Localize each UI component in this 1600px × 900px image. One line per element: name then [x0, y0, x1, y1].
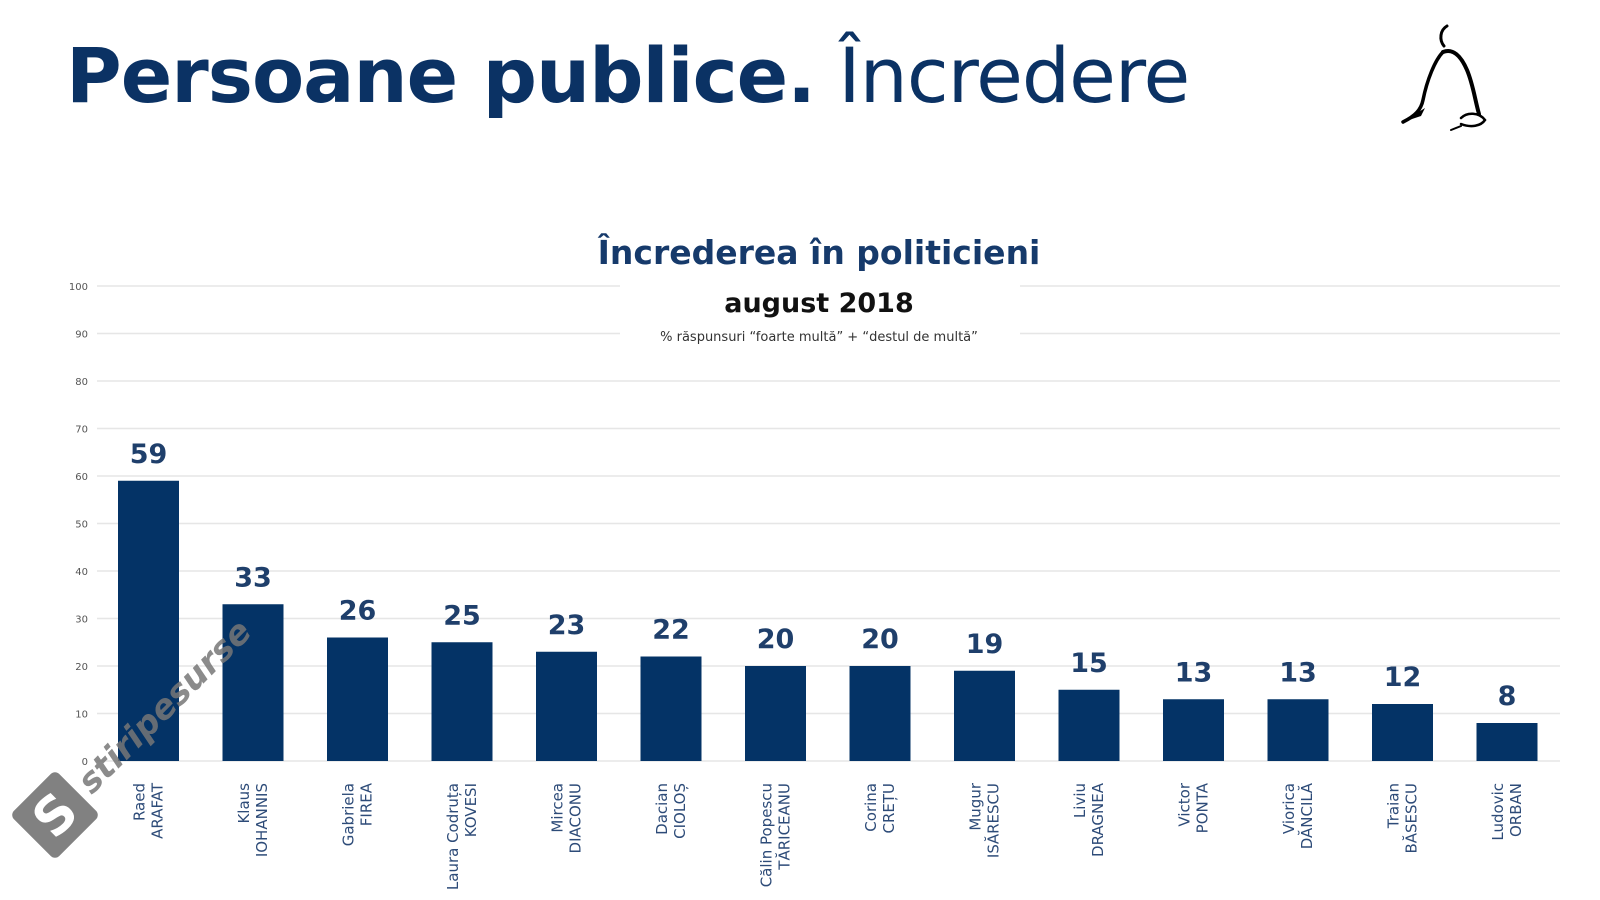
category-first-name: Corina: [862, 783, 880, 832]
value-label: 25: [443, 600, 481, 631]
bar: [1058, 689, 1120, 761]
bar: [222, 604, 284, 761]
category-first-name: Laura Codruța: [444, 783, 462, 890]
bar: [745, 666, 806, 761]
category-label: Viorica DĂNCILĂ: [1280, 782, 1316, 849]
category-label: Corina CREȚU: [862, 783, 898, 834]
category-labels: Raed ARAFAT Klaus IOHANNIS Gabriela FIREA Laur…: [131, 782, 1526, 890]
bar: [536, 651, 597, 761]
slide-title: Persoane publice. Încredere: [66, 38, 1190, 114]
category-first-name: Mircea: [549, 783, 567, 833]
category-last-name: DRAGNEA: [1089, 782, 1107, 857]
category-label: Mircea DIACONU: [549, 783, 585, 853]
value-labels: 59 33 26 25 23 22 20 20 19 15 13 13 12 8: [130, 439, 1517, 712]
value-label: 26: [339, 596, 377, 627]
category-last-name: ORBAN: [1507, 783, 1525, 837]
category-first-name: Viorica: [1280, 783, 1298, 834]
y-tick-label: 90: [75, 330, 88, 341]
category-label: Traian BĂSESCU: [1385, 783, 1421, 854]
y-tick-label: 10: [75, 710, 88, 721]
y-tick-label: 20: [75, 662, 88, 673]
value-label: 33: [234, 562, 272, 593]
bar: [1163, 699, 1224, 761]
category-first-name: Gabriela: [340, 783, 358, 846]
bar: [431, 642, 493, 761]
bars: [118, 480, 1538, 761]
category-last-name: BĂSESCU: [1402, 783, 1421, 854]
value-label: 19: [966, 629, 1004, 660]
y-tick-label: 100: [69, 282, 88, 293]
y-axis-ticks: 0 10 20 30 40 50 60 70 80 90 100: [69, 282, 88, 768]
y-tick-label: 40: [75, 567, 88, 578]
value-label: 23: [548, 610, 586, 641]
y-tick-label: 30: [75, 615, 88, 626]
value-label: 22: [652, 615, 690, 646]
value-label: 20: [757, 624, 795, 655]
category-label: Mugur ISĂRESCU: [967, 782, 1003, 858]
bar: [640, 656, 702, 761]
category-label: Liviu DRAGNEA: [1071, 782, 1107, 857]
category-first-name: Călin Popescu: [758, 783, 776, 887]
category-label: Gabriela FIREA: [340, 782, 376, 846]
y-tick-label: 70: [75, 425, 88, 436]
category-last-name: PONTA: [1194, 782, 1212, 833]
category-label: Laura Codruța KOVESI: [444, 783, 480, 890]
s-logo-icon: [12, 772, 98, 858]
category-first-name: Raed: [131, 783, 149, 821]
value-label: 8: [1498, 681, 1517, 712]
category-first-name: Traian: [1385, 783, 1403, 829]
value-label: 15: [1070, 648, 1108, 679]
bar: [327, 637, 388, 761]
value-label: 13: [1279, 657, 1317, 688]
slide-title-light: Încredere: [838, 31, 1190, 120]
seated-figure-logo-icon: [1401, 24, 1487, 131]
value-label: 20: [861, 624, 899, 655]
category-label: Klaus IOHANNIS: [235, 783, 271, 857]
category-last-name: CREȚU: [880, 783, 898, 834]
chart-subtitle: august 2018: [724, 288, 914, 319]
chart-note: % răspunsuri “foarte multă” + “destul de…: [660, 330, 978, 345]
category-first-name: Liviu: [1071, 783, 1089, 818]
category-last-name: ARAFAT: [149, 782, 167, 839]
y-tick-label: 80: [75, 377, 88, 388]
category-last-name: IOHANNIS: [253, 783, 271, 857]
category-last-name: TĂRICEANU: [775, 783, 794, 871]
category-last-name: ISĂRESCU: [984, 783, 1003, 858]
bar: [1476, 723, 1538, 761]
category-last-name: FIREA: [358, 782, 376, 826]
value-label: 59: [130, 439, 168, 470]
category-first-name: Ludovic: [1489, 783, 1507, 841]
bar: [954, 670, 1015, 761]
category-first-name: Victor: [1176, 782, 1194, 826]
category-label: Călin Popescu TĂRICEANU: [758, 783, 794, 887]
y-tick-label: 50: [75, 520, 88, 531]
category-label: Ludovic ORBAN: [1489, 783, 1525, 841]
category-last-name: CIOLOȘ: [671, 783, 689, 839]
bar: [118, 480, 179, 761]
category-first-name: Klaus: [235, 783, 253, 824]
category-label: Raed ARAFAT: [131, 782, 167, 839]
bar: [1372, 704, 1433, 761]
bar: [849, 666, 911, 761]
svg-text:S: S: [21, 781, 90, 850]
category-last-name: DĂNCILĂ: [1297, 782, 1316, 849]
category-last-name: DIACONU: [567, 783, 585, 853]
chart-title-background: [620, 222, 1020, 346]
value-label: 12: [1384, 662, 1422, 693]
chart-title: Încrederea în politicieni: [598, 232, 1041, 272]
watermark-text: stiripesurse.ro: [70, 610, 250, 802]
y-tick-label: 0: [82, 757, 88, 768]
value-label: 13: [1175, 657, 1213, 688]
category-last-name: KOVESI: [462, 783, 480, 837]
slide-title-bold: Persoane publice.: [66, 31, 816, 120]
watermark: S stiripesurse.ro: [12, 610, 250, 858]
category-first-name: Mugur: [967, 782, 985, 830]
category-label: Victor PONTA: [1176, 782, 1212, 833]
y-tick-label: 60: [75, 472, 88, 483]
category-first-name: Dacian: [653, 783, 671, 835]
bar: [1267, 699, 1329, 761]
gridlines: [97, 285, 1560, 762]
category-label: Dacian CIOLOȘ: [653, 783, 689, 839]
